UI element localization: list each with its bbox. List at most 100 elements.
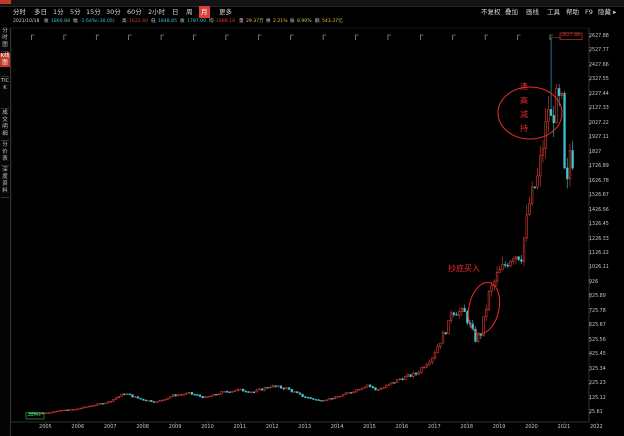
period-marker-icon (387, 34, 391, 40)
candle-body (441, 332, 445, 344)
candle-body (142, 398, 145, 401)
menu-item-1[interactable]: 叠加 (505, 8, 518, 16)
candle-body (158, 400, 161, 403)
period-marker-icon (258, 34, 262, 40)
period-tab-2[interactable]: 1分 (53, 8, 64, 16)
time-tick-label: 2013 (298, 424, 312, 430)
period-marker-icon (225, 34, 229, 40)
candle-body (117, 396, 121, 399)
candle-body (236, 388, 239, 391)
period-tab-5[interactable]: 30分 (106, 8, 121, 16)
period-toolbar: 分时 多日 1分 5分 15分 30分 60分 2小时日周月 更多 不复权 叠加 画线 工具 帮助 F9 隐藏… (0, 6, 624, 18)
candle-body (444, 332, 447, 335)
info-vol-label: 量 (239, 19, 244, 24)
candle-body (285, 387, 288, 390)
candle-body (571, 150, 574, 169)
period-tab-0[interactable]: 分时 (13, 8, 26, 16)
candle-body (482, 316, 485, 336)
candle-body (66, 409, 69, 411)
period-marker-icon (128, 34, 132, 40)
time-tick-label: 2011 (233, 424, 247, 430)
candle-body (520, 259, 523, 262)
candle-body (101, 403, 104, 405)
candle-body (531, 186, 534, 204)
candle-body (347, 392, 350, 394)
period-marker-icon (31, 34, 35, 40)
period-tab-6[interactable]: 60分 (127, 8, 142, 16)
candle-body (282, 387, 285, 390)
candle-body (522, 237, 526, 262)
left-tab-2[interactable]: TICK (0, 78, 10, 91)
period-tab-8[interactable]: 日 (172, 8, 179, 16)
price-tick-label: 2327.55 (589, 77, 609, 83)
candle-body (539, 155, 542, 177)
time-tick-label: 2022 (589, 424, 603, 430)
candle-body (266, 387, 269, 389)
candle-body (341, 394, 345, 397)
candle-body (422, 366, 426, 369)
candle-body (93, 404, 96, 407)
period-marker-icon (322, 34, 327, 40)
candle-body (44, 412, 48, 414)
period-tab-1[interactable]: 多日 (34, 8, 47, 16)
period-tab-10[interactable]: 月 (199, 6, 210, 18)
info-change-value: -1.64%(-30.05) (80, 19, 115, 24)
period-tab-11[interactable]: 更多 (219, 8, 232, 16)
menu-item-4[interactable]: 帮助 (566, 8, 579, 16)
time-tick-label: 2020 (525, 424, 538, 430)
period-tab-7[interactable]: 2小时 (148, 8, 166, 16)
candle-body (250, 391, 253, 394)
candle-body (28, 412, 31, 414)
time-tick-label: 2015 (363, 424, 376, 430)
time-tick-label: 2006 (71, 424, 85, 430)
candle-body (179, 394, 183, 396)
left-tab-5[interactable]: 深度资料 (2, 167, 8, 194)
candle-body (104, 402, 107, 405)
info-low-value: 1848.85 (158, 19, 177, 24)
candle-body (88, 405, 91, 408)
price-tick-label: 1526.67 (589, 193, 609, 199)
candle-body (269, 386, 272, 389)
candle-body (331, 398, 334, 400)
candle-body (125, 393, 129, 396)
time-tick-label: 2018 (460, 424, 474, 430)
candle-body (201, 396, 204, 399)
price-tick-label: 25.61 (589, 410, 603, 415)
left-tab-0[interactable]: 分时图 (2, 28, 8, 48)
info-high-label: 高 (122, 19, 127, 24)
period-tab-4[interactable]: 15分 (86, 8, 101, 16)
left-tab-4[interactable]: 分价表 (2, 142, 8, 162)
active-window-tab[interactable] (0, 0, 11, 4)
price-tick-label: 1827 (589, 149, 602, 155)
menu-item-2[interactable]: 画线 (526, 8, 539, 16)
left-tab-3[interactable]: 成交明细 (2, 110, 8, 137)
quote-info-bar: 2021/10/18 收 1860.88 幅 -1.64%(-30.05) 高 … (0, 18, 624, 26)
candle-body (155, 401, 158, 403)
candle-body (228, 391, 231, 393)
menu-item-5[interactable]: F9 (585, 8, 593, 16)
candle-body (90, 405, 94, 407)
candle-body (517, 256, 520, 260)
candle-body (563, 93, 566, 169)
price-tick-label: 225.23 (589, 381, 606, 387)
menu-item-3[interactable]: 工具 (547, 8, 560, 16)
candle-body (71, 409, 75, 411)
candle-body (504, 264, 507, 266)
candle-body (217, 393, 221, 396)
time-tick-label: 2021 (557, 424, 571, 430)
candle-body (209, 395, 212, 398)
menu-item-0[interactable]: 不复权 (481, 8, 501, 16)
info-vol-value: 29.37万 (246, 19, 264, 24)
candle-body (323, 400, 326, 402)
period-marker-icon (160, 34, 165, 40)
left-tab-1[interactable]: K线图 (0, 53, 10, 67)
menu-item-6[interactable]: 隐藏 ▸ (598, 8, 617, 16)
candle-body (393, 382, 396, 384)
candle-body (377, 389, 380, 391)
period-tab-9[interactable]: 周 (186, 8, 193, 16)
candle-body (242, 388, 245, 392)
candle-body (568, 150, 572, 180)
price-tick-label: 1126.22 (589, 250, 609, 256)
period-tab-3[interactable]: 5分 (70, 8, 81, 16)
